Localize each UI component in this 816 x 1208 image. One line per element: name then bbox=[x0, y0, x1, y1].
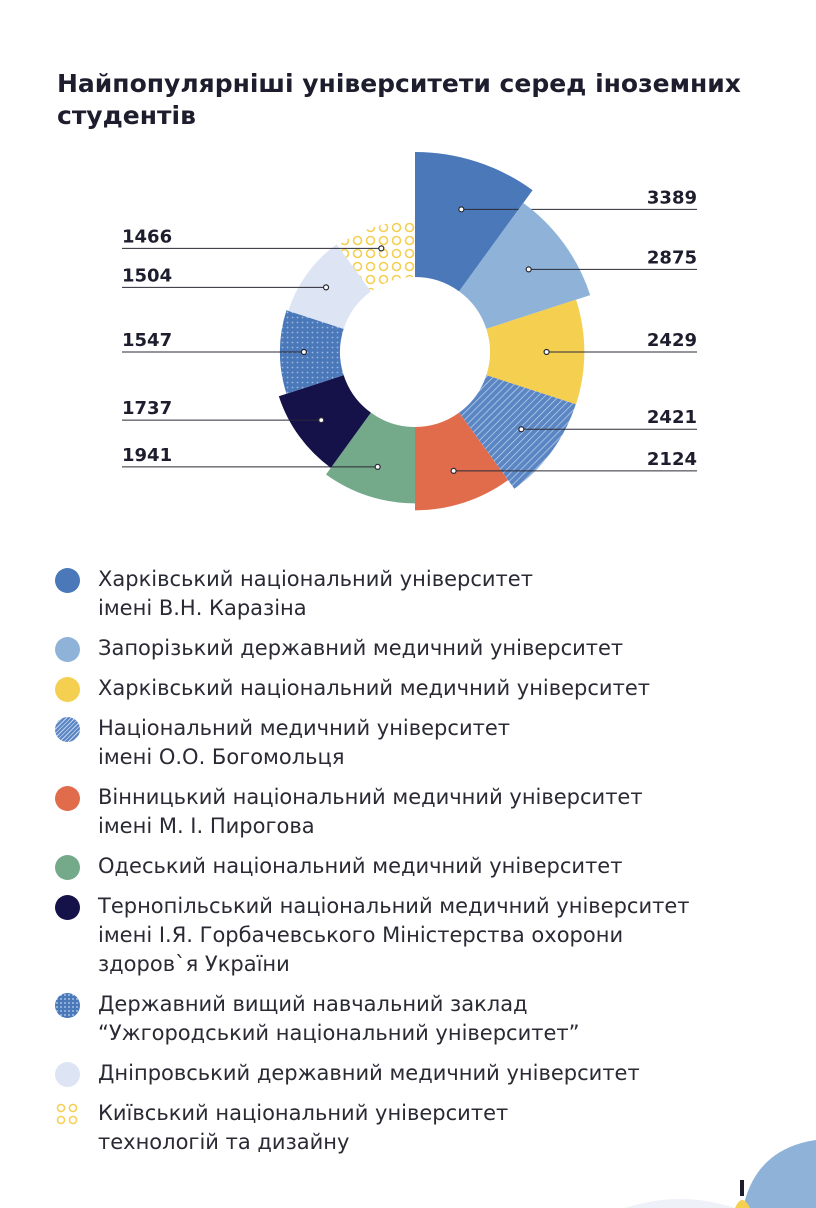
value-label: 1466 bbox=[122, 226, 172, 247]
legend-item: Національний медичний університет імені … bbox=[52, 714, 792, 772]
decoration bbox=[625, 1140, 816, 1208]
leader-dot bbox=[525, 266, 532, 273]
leader-dot bbox=[450, 467, 457, 474]
legend-swatch bbox=[55, 786, 80, 811]
legend-swatch bbox=[55, 677, 80, 702]
sector bbox=[415, 152, 533, 292]
sector bbox=[279, 310, 344, 394]
sector bbox=[326, 412, 415, 504]
sector bbox=[459, 375, 576, 489]
value-label: 1504 bbox=[122, 265, 172, 286]
leader-dot bbox=[378, 245, 385, 252]
legend-label: Харківський національний університет іме… bbox=[98, 567, 533, 620]
legend-item: Київський національний університет техно… bbox=[52, 1099, 792, 1157]
legend-label: Одеський національний медичний університ… bbox=[98, 854, 623, 878]
sector bbox=[459, 202, 591, 329]
leader-dot bbox=[322, 284, 330, 291]
leader-dot bbox=[300, 348, 308, 356]
legend-swatch bbox=[55, 895, 80, 920]
legend-label: Тернопільський національний медичний уні… bbox=[98, 894, 690, 976]
legend-item: Харківський національний університет іме… bbox=[52, 565, 792, 623]
legend-label: Вінницький національний медичний універс… bbox=[98, 785, 643, 838]
legend-item: Тернопільський національний медичний уні… bbox=[52, 892, 792, 979]
legend-label: Запорізький державний медичний університ… bbox=[98, 636, 624, 660]
leader-dot bbox=[374, 463, 381, 471]
sector bbox=[486, 299, 585, 405]
legend-item: Державний вищий навчальний заклад “Ужгор… bbox=[52, 990, 792, 1048]
leader-dot bbox=[318, 417, 325, 424]
leader-dot bbox=[518, 426, 525, 433]
sector bbox=[337, 220, 415, 292]
legend-item: Запорізький державний медичний університ… bbox=[52, 634, 792, 663]
value-label: 3389 bbox=[647, 187, 697, 208]
sector bbox=[415, 412, 509, 511]
legend-label: Державний вищий навчальний заклад “Ужгор… bbox=[98, 992, 580, 1045]
legend: Харківський національний університет іме… bbox=[52, 565, 792, 1168]
legend-swatch bbox=[55, 717, 80, 742]
legend-item: Вінницький національний медичний універс… bbox=[52, 783, 792, 841]
sector bbox=[278, 375, 371, 468]
value-label: 1737 bbox=[122, 398, 172, 419]
legend-label: Національний медичний університет імені … bbox=[98, 716, 510, 769]
legend-swatch bbox=[55, 1062, 80, 1087]
legend-swatch bbox=[55, 855, 80, 880]
value-label: 2421 bbox=[647, 407, 697, 428]
value-label: 2875 bbox=[647, 247, 697, 268]
legend-swatch bbox=[55, 568, 80, 593]
legend-label: Київський національний університет техно… bbox=[98, 1101, 509, 1154]
legend-item: Дніпровський державний медичний універси… bbox=[52, 1059, 792, 1088]
leader-dot bbox=[543, 348, 550, 356]
legend-label: Дніпровський державний медичний універси… bbox=[98, 1061, 640, 1085]
legend-item: Харківський національний медичний універ… bbox=[52, 674, 792, 703]
chart-title: Найпопулярніші університети серед інозем… bbox=[57, 69, 741, 130]
legend-swatch bbox=[55, 993, 80, 1018]
sector bbox=[288, 244, 371, 329]
legend-label: Харківський національний медичний універ… bbox=[98, 676, 650, 700]
legend-swatch bbox=[55, 1102, 80, 1127]
value-label: 2429 bbox=[647, 330, 697, 351]
value-label: 1547 bbox=[122, 330, 172, 351]
legend-item: Одеський національний медичний університ… bbox=[52, 852, 792, 881]
legend-swatch bbox=[55, 637, 80, 662]
value-label: 1941 bbox=[122, 445, 172, 466]
leader-dot bbox=[458, 206, 465, 213]
value-label: 2124 bbox=[647, 449, 697, 470]
